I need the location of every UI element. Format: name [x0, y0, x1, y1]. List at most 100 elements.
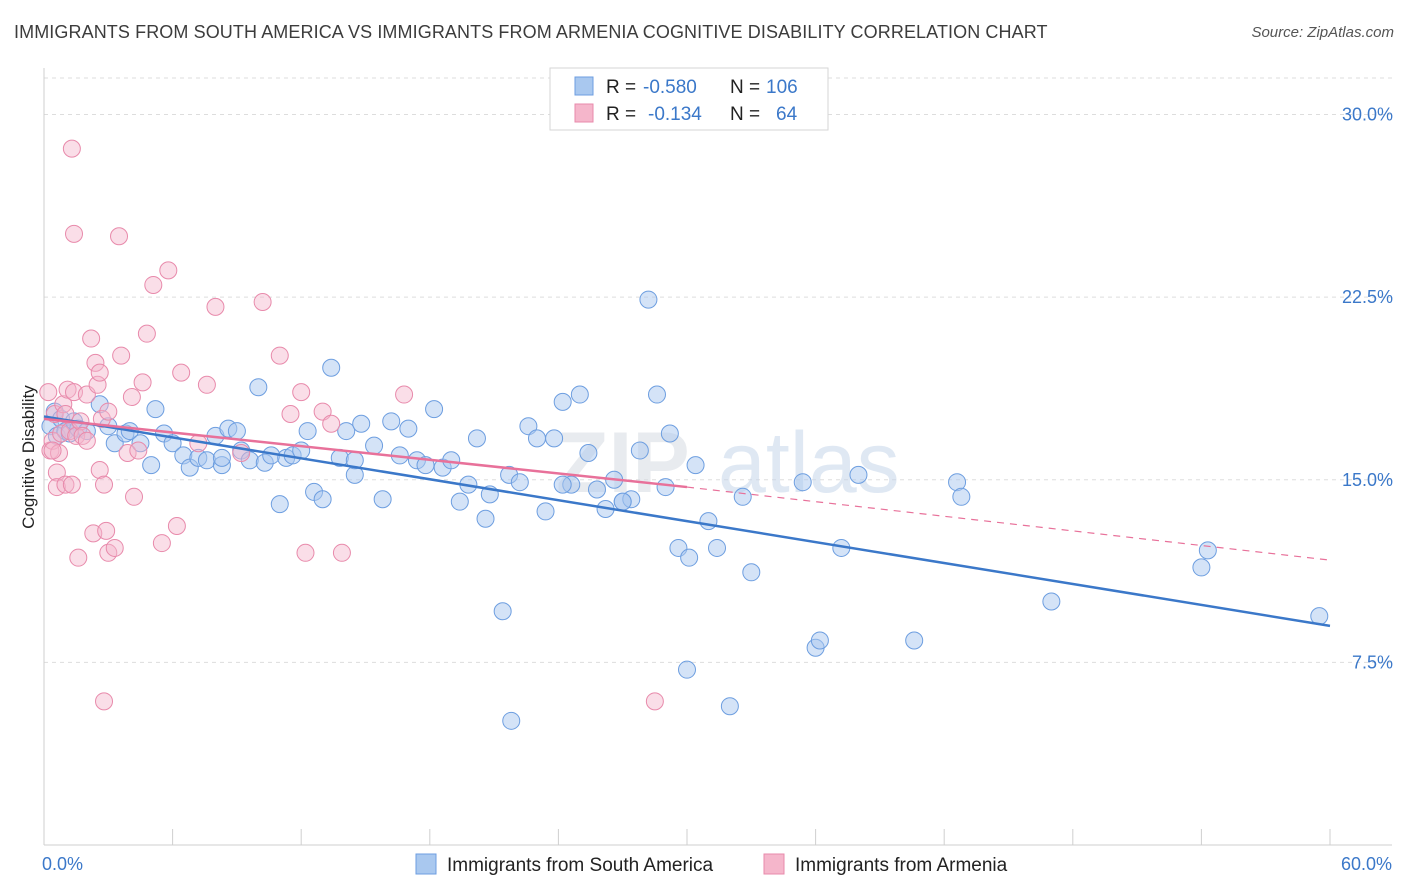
point-armenia: [197, 375, 216, 394]
point-south-america: [527, 429, 546, 448]
point-south-america: [146, 400, 165, 419]
point-armenia: [99, 402, 118, 421]
point-armenia: [62, 475, 81, 494]
point-armenia: [172, 363, 191, 382]
point-south-america: [952, 487, 971, 506]
point-armenia: [133, 373, 152, 392]
point-south-america: [733, 487, 752, 506]
bottom-legend-label-blue: Immigrants from South America: [447, 855, 714, 876]
point-south-america: [382, 412, 401, 431]
point-south-america: [810, 631, 829, 650]
grid-lines: [44, 77, 1392, 663]
trend-lines: [43, 415, 1331, 628]
y-axis-label: Cognitive Disability: [19, 385, 38, 529]
point-south-america: [536, 502, 555, 521]
point-armenia: [332, 543, 351, 562]
chart-source: Source: ZipAtlas.com: [1251, 24, 1394, 41]
point-south-america: [793, 473, 812, 492]
point-armenia: [253, 293, 272, 312]
point-south-america: [553, 475, 572, 494]
point-armenia: [137, 324, 156, 343]
chart-title: IMMIGRANTS FROM SOUTH AMERICA VS IMMIGRA…: [14, 22, 1048, 42]
point-armenia: [270, 346, 289, 365]
point-south-america: [630, 441, 649, 460]
point-south-america: [373, 490, 392, 509]
point-armenia: [206, 297, 225, 316]
point-south-america: [639, 290, 658, 309]
point-south-america: [678, 660, 696, 679]
legend-swatch-pink: [574, 103, 594, 123]
point-south-america: [647, 385, 666, 404]
point-armenia: [97, 521, 116, 540]
point-south-america: [365, 436, 384, 455]
watermark: ZIP atlas: [556, 415, 900, 511]
legend-n-value-2: 64: [776, 104, 798, 125]
x-tick-label-min: 0.0%: [42, 854, 83, 874]
y-tick-labels: 7.5% 15.0% 22.5% 30.0%: [1342, 105, 1393, 673]
point-south-america: [708, 538, 727, 557]
point-armenia: [92, 409, 111, 428]
x-tick-label-max: 60.0%: [1341, 854, 1392, 874]
point-armenia: [105, 538, 124, 557]
point-armenia: [95, 692, 114, 711]
point-south-america: [352, 414, 371, 433]
bottom-legend-swatch-blue: [415, 853, 437, 875]
point-south-america: [450, 492, 469, 511]
point-armenia: [167, 517, 186, 536]
point-south-america: [399, 419, 418, 438]
point-armenia: [322, 414, 341, 433]
legend-swatch-blue: [574, 76, 594, 96]
point-south-america: [476, 509, 495, 528]
trend-line-armenia-extension: [686, 486, 1331, 561]
point-south-america: [613, 492, 632, 511]
point-south-america: [142, 456, 161, 475]
point-armenia: [90, 363, 109, 382]
point-armenia: [47, 463, 66, 482]
series-armenia-points: [39, 139, 664, 711]
legend-n-label-1: N =: [730, 77, 760, 98]
point-armenia: [67, 426, 86, 445]
point-armenia: [90, 461, 109, 480]
legend-n-label-2: N =: [730, 104, 760, 125]
point-south-america: [553, 392, 572, 411]
trend-line-south-america: [43, 415, 1331, 628]
point-armenia: [645, 692, 664, 711]
point-south-america: [313, 490, 332, 509]
legend-r-label-1: R =: [606, 77, 636, 98]
point-south-america: [905, 631, 924, 650]
legend-n-value-1: 106: [766, 77, 798, 98]
point-armenia: [292, 383, 311, 402]
point-south-america: [720, 697, 739, 716]
point-south-america: [519, 417, 538, 436]
point-armenia: [110, 227, 129, 246]
y-tick-label: 15.0%: [1342, 470, 1393, 490]
point-south-america: [660, 424, 679, 443]
bottom-legend: Immigrants from South America Immigrants…: [415, 853, 1008, 876]
legend-box: R = -0.580 N = 106 R = -0.134 N = 64: [549, 67, 829, 131]
legend-r-label-2: R =: [606, 104, 636, 125]
point-south-america: [680, 548, 699, 567]
point-south-america: [545, 429, 564, 448]
point-south-america: [510, 473, 529, 492]
point-armenia: [56, 475, 75, 494]
point-armenia: [86, 353, 105, 372]
point-south-america: [337, 422, 356, 441]
point-armenia: [281, 405, 300, 424]
legend-r-value-1: -0.580: [643, 77, 697, 98]
point-south-america: [249, 378, 268, 397]
point-armenia: [129, 441, 148, 460]
point-armenia: [62, 139, 81, 158]
point-south-america: [322, 358, 341, 377]
point-armenia: [122, 387, 141, 406]
point-armenia: [152, 534, 171, 553]
point-armenia: [65, 224, 84, 243]
bottom-legend-label-pink: Immigrants from Armenia: [795, 855, 1008, 876]
point-south-america: [502, 711, 521, 730]
y-tick-label: 30.0%: [1342, 105, 1393, 125]
point-south-america: [579, 443, 598, 462]
point-south-america: [298, 422, 317, 441]
point-south-america: [686, 456, 705, 475]
bottom-legend-swatch-pink: [763, 853, 785, 875]
point-armenia: [69, 548, 88, 567]
